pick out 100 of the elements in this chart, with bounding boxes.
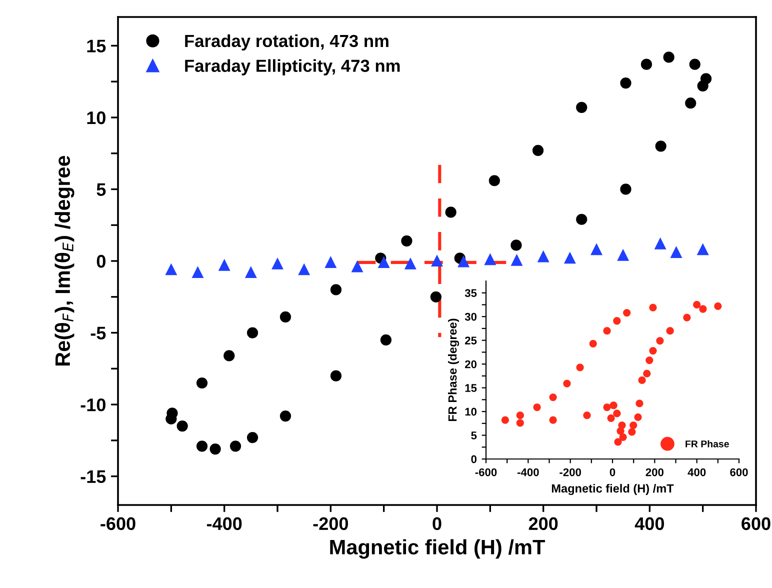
point [630, 421, 638, 430]
y-tick-label: 5 [471, 432, 477, 440]
point [619, 433, 627, 441]
point [610, 402, 618, 410]
x-tick-label: -400 [517, 468, 539, 476]
x-tick-label: -600 [100, 517, 136, 530]
point [538, 251, 549, 262]
point [699, 305, 707, 313]
y-tick-label: 0 [471, 455, 477, 464]
x-axis-title: Magnetic field (H) /mT [552, 484, 674, 495]
x-tick-label: 0 [610, 468, 616, 476]
y-tick-label: 15 [465, 384, 477, 392]
point [511, 254, 522, 266]
point [404, 258, 416, 270]
point [516, 419, 524, 427]
point [245, 266, 256, 278]
point [458, 256, 470, 268]
x-axis-title: Magnetic field (H) /mT [330, 539, 546, 559]
x-tick-label: 600 [742, 517, 770, 530]
legend-label: Faraday Ellipticity, 473 nm [185, 59, 400, 76]
point [576, 214, 588, 225]
point [298, 264, 310, 276]
y-tick-label: 10 [465, 408, 477, 416]
point [649, 346, 657, 355]
point [484, 254, 496, 266]
point [614, 438, 622, 446]
point [634, 413, 642, 422]
point [210, 443, 221, 455]
point [683, 314, 691, 322]
point [700, 73, 712, 84]
point [603, 403, 611, 412]
y-tick-label: -5 [90, 326, 106, 340]
legend-label: FR Phase [686, 440, 729, 448]
y-tick-label: 10 [87, 111, 106, 124]
x-tick-label: -200 [560, 468, 581, 476]
y-tick-label: 0 [96, 254, 106, 268]
x-tick-label: 200 [528, 517, 558, 530]
point [430, 291, 442, 302]
point [330, 370, 342, 382]
y-axis-title: Re(θ$_{F}$), Im(θ$_{E}$) /degree [54, 156, 74, 366]
point [576, 364, 584, 372]
x-tick-label: -600 [475, 468, 497, 476]
point [192, 266, 204, 278]
point [620, 77, 632, 89]
point [654, 238, 666, 250]
point [488, 175, 500, 186]
point [616, 427, 624, 435]
point [166, 264, 177, 276]
point [685, 98, 696, 109]
point [378, 256, 390, 268]
point [401, 235, 412, 246]
point [246, 432, 258, 444]
point [501, 416, 510, 424]
y-tick-label: 5 [96, 183, 106, 196]
point [693, 300, 701, 309]
point [230, 440, 242, 452]
point [649, 304, 657, 312]
point [431, 255, 443, 267]
point [510, 240, 522, 251]
point [564, 252, 576, 264]
point [196, 440, 208, 452]
point [640, 58, 652, 70]
x-tick-label: 400 [634, 517, 664, 530]
y-tick-label: 30 [464, 312, 477, 321]
point [352, 261, 363, 272]
point [697, 244, 708, 256]
x-tick-label: 200 [646, 468, 664, 476]
point [280, 410, 292, 422]
x-tick-label: -400 [206, 517, 242, 530]
point [613, 317, 621, 325]
point [646, 356, 654, 364]
point [643, 370, 651, 378]
point [325, 256, 336, 268]
point [224, 350, 235, 362]
y-tick-label: -15 [80, 470, 106, 484]
point [549, 416, 557, 424]
point [576, 102, 588, 113]
point [246, 327, 258, 338]
point [196, 377, 208, 389]
point [628, 428, 636, 436]
point [663, 52, 674, 63]
point [280, 311, 292, 323]
point [623, 308, 631, 317]
point [603, 327, 611, 335]
x-tick-label: -200 [313, 517, 348, 530]
y-tick-label: 25 [465, 336, 477, 344]
point [613, 410, 621, 418]
x-tick-label: 400 [688, 468, 706, 476]
x-tick-label: 600 [730, 468, 748, 476]
y-tick-label: 35 [464, 289, 477, 298]
point [563, 380, 571, 388]
point [272, 258, 284, 270]
point [689, 58, 700, 70]
y-tick-label: 20 [465, 360, 477, 368]
point [176, 420, 188, 432]
point [655, 140, 666, 152]
point [583, 412, 591, 420]
point [516, 412, 524, 420]
x-tick-label: 0 [432, 517, 442, 530]
point [218, 260, 230, 271]
